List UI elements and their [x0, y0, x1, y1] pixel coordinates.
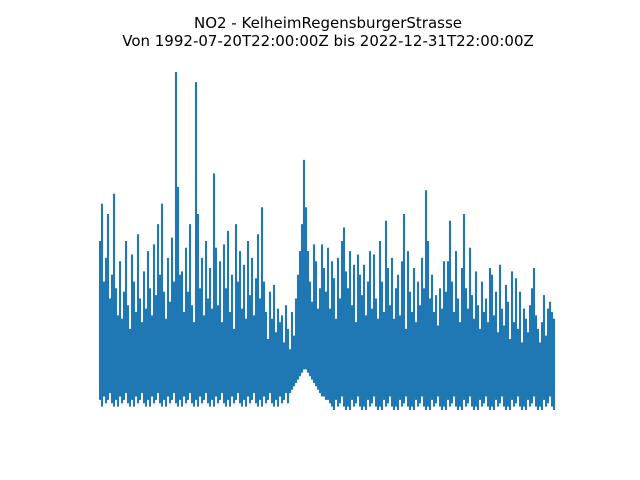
chart-title: NO2 - KelheimRegensburgerStrasse — [193, 14, 463, 32]
chart-title-block: NO2 - KelheimRegensburgerStrasse Von 199… — [16, 14, 640, 50]
chart-subtitle: Von 1992-07-20T22:00:00Z bis 2022-12-31T… — [122, 32, 534, 50]
timeseries-path — [98, 72, 556, 410]
